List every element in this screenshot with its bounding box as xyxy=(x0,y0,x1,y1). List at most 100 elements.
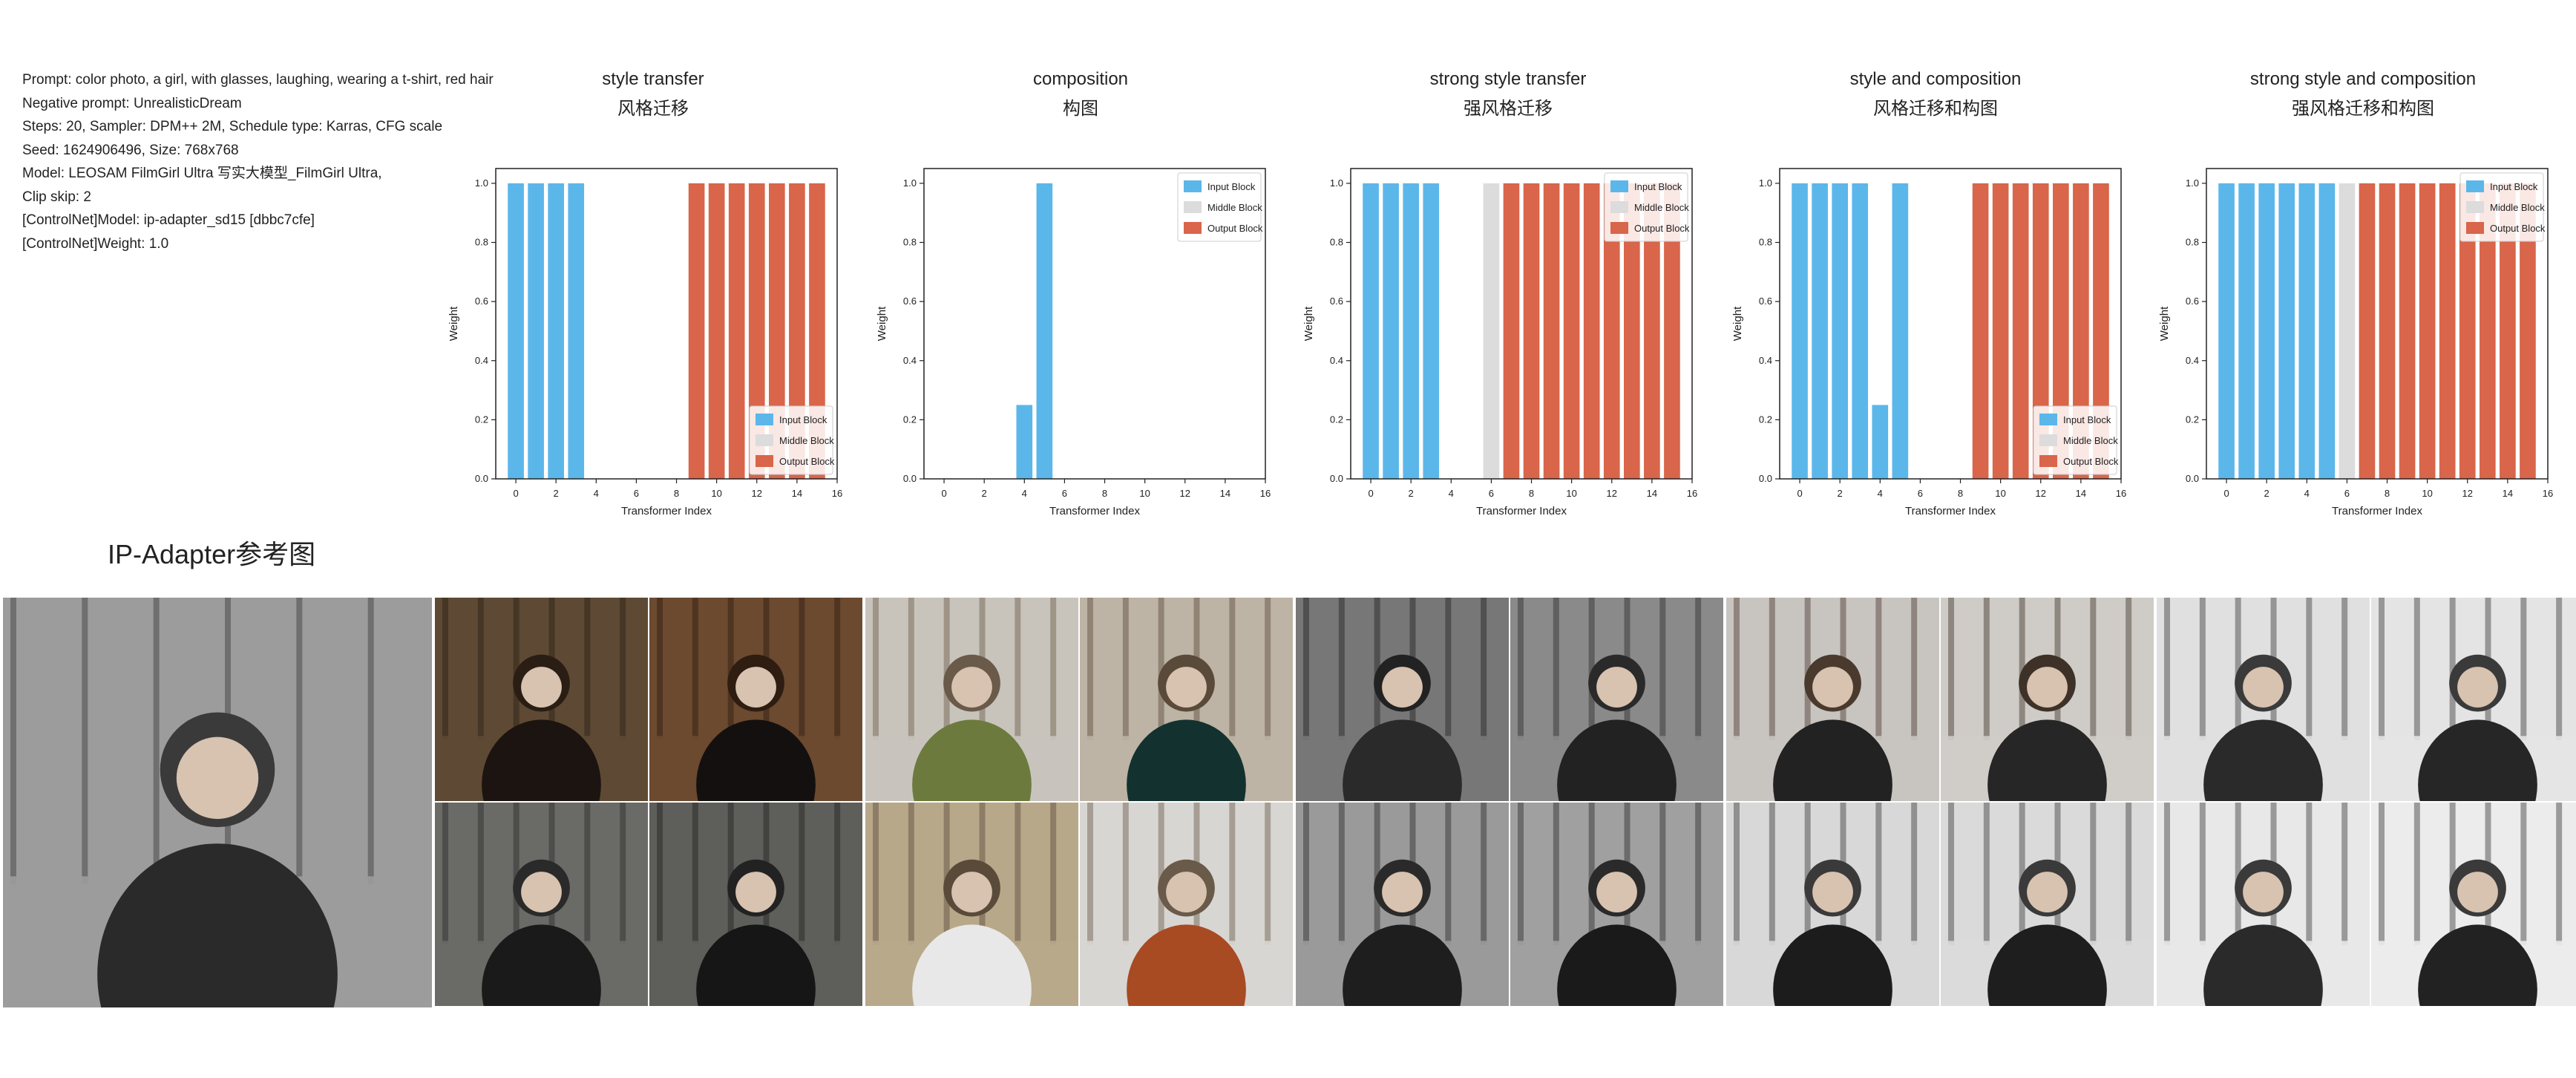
axes-frame xyxy=(495,168,838,480)
controlnet-weight-line: [ControlNet]Weight: 1.0 xyxy=(22,235,169,252)
bar-input-block-0 xyxy=(1792,183,1808,479)
weight-bar-chart-strong-style: 0 2 4 6 8 10 12 14 16 0.0 0.2 0.4 0.6 0.8 1.0 Transform… xyxy=(1302,168,1697,517)
x-tick-label: 10 xyxy=(2422,488,2432,499)
bar-input-block-1 xyxy=(528,183,544,479)
bar-output-block-9 xyxy=(688,183,705,479)
y-tick-label: 0.0 xyxy=(2186,473,2199,484)
legend-swatch xyxy=(1184,201,1202,213)
x-axis-label: Transformer Index xyxy=(2332,505,2422,517)
y-tick-label: 0.2 xyxy=(475,414,488,425)
bar-output-block-11 xyxy=(1583,183,1600,479)
y-axis-label: Weight xyxy=(1302,306,1315,341)
x-axis-label: Transformer Index xyxy=(1049,505,1140,517)
bar-input-block-3 xyxy=(568,183,585,479)
y-axis-label: Weight xyxy=(448,306,460,341)
legend-entry: Input Block xyxy=(1207,181,1256,192)
bar-output-block-10 xyxy=(2419,183,2436,479)
legend-swatch xyxy=(2466,201,2484,213)
x-tick-label: 8 xyxy=(674,488,679,499)
bar-output-block-10 xyxy=(1563,183,1580,479)
x-tick-label: 10 xyxy=(711,488,721,499)
chart-title: composition xyxy=(1032,69,1129,89)
bar-output-block-14 xyxy=(2073,183,2089,479)
y-tick-label: 0.6 xyxy=(1330,295,1343,307)
x-tick-label: 12 xyxy=(2036,488,2046,499)
x-tick-label: 6 xyxy=(634,488,639,499)
legend-entry: Middle Block xyxy=(2490,202,2545,213)
bar-input-block-1 xyxy=(2238,183,2255,479)
generated-photo xyxy=(649,598,862,801)
legend-swatch xyxy=(756,414,773,425)
x-tick-label: 12 xyxy=(1180,488,1190,499)
legend-entry: Output Block xyxy=(1207,223,1263,234)
bar-output-block-8 xyxy=(1523,183,1540,479)
bar-input-block-2 xyxy=(1403,183,1419,479)
generated-photo xyxy=(649,803,862,1006)
y-tick-label: 0.6 xyxy=(2186,295,2199,307)
chart-3-titles: strong style transfer 强风格迁移 xyxy=(1300,67,1716,122)
x-tick-label: 16 xyxy=(1260,488,1271,499)
bar-output-block-14 xyxy=(789,183,805,479)
bar-output-block-7 xyxy=(2359,183,2376,479)
bar-output-block-11 xyxy=(728,183,745,479)
y-tick-label: 0.8 xyxy=(1759,237,1772,248)
generated-photo xyxy=(865,598,1078,801)
x-tick-label: 8 xyxy=(1102,488,1107,499)
x-tick-label: 2 xyxy=(2264,488,2269,499)
y-tick-label: 0.8 xyxy=(2186,237,2199,248)
generated-photo xyxy=(1510,803,1723,1006)
generated-photo xyxy=(2371,598,2576,801)
generated-photo xyxy=(2371,803,2576,1006)
negative-prompt-line: Negative prompt: UnrealisticDream xyxy=(22,95,242,111)
steps-line: Steps: 20, Sampler: DPM++ 2M, Schedule t… xyxy=(22,119,443,134)
bar-output-block-14 xyxy=(2500,183,2516,479)
legend-entry: Output Block xyxy=(2490,223,2546,234)
x-tick-label: 10 xyxy=(1566,488,1576,499)
x-tick-label: 6 xyxy=(2344,488,2350,499)
axes-frame xyxy=(2206,168,2549,480)
bar-output-block-12 xyxy=(2459,183,2476,479)
x-tick-label: 14 xyxy=(792,488,802,499)
generated-photo xyxy=(435,803,648,1006)
y-tick-label: 0.6 xyxy=(903,295,917,307)
bar-input-block-5 xyxy=(2318,183,2336,479)
y-tick-label: 0.2 xyxy=(903,414,917,425)
chart-subtitle: 强风格迁移和构图 xyxy=(2292,99,2434,119)
legend-entry: Middle Block xyxy=(1634,202,1689,213)
x-tick-label: 8 xyxy=(1529,488,1534,499)
legend-swatch xyxy=(2466,222,2484,234)
bar-output-block-7 xyxy=(1503,183,1520,479)
y-tick-label: 0.2 xyxy=(1759,414,1772,425)
legend-swatch xyxy=(756,455,773,467)
bar-input-block-3 xyxy=(1852,183,1869,479)
y-tick-label: 0.2 xyxy=(1330,414,1343,425)
chart-5-titles: strong style and composition 强风格迁移和构图 xyxy=(2155,67,2571,122)
generated-photo xyxy=(1296,803,1509,1006)
x-tick-label: 8 xyxy=(2385,488,2390,499)
generated-photo xyxy=(1510,598,1723,801)
bar-output-block-12 xyxy=(748,183,765,479)
reference-photo xyxy=(3,598,432,1007)
x-tick-label: 14 xyxy=(2503,488,2513,499)
y-tick-label: 0.4 xyxy=(903,355,917,366)
bar-input-block-2 xyxy=(548,183,564,479)
bar-output-block-15 xyxy=(1664,183,1680,479)
controlnet-model-line: [ControlNet]Model: ip-adapter_sd15 [dbbc… xyxy=(22,212,315,228)
legend-swatch xyxy=(1610,201,1628,213)
x-tick-label: 8 xyxy=(1958,488,1963,499)
bar-output-block-10 xyxy=(1992,183,2009,479)
legend-swatch xyxy=(756,434,773,446)
bar-input-block-0 xyxy=(508,183,524,479)
legend-entry: Output Block xyxy=(779,456,835,467)
bar-input-block-1 xyxy=(1383,183,1399,479)
x-axis-label: Transformer Index xyxy=(1476,505,1567,517)
legend-swatch xyxy=(1610,222,1628,234)
generated-photo xyxy=(865,803,1078,1006)
x-tick-label: 16 xyxy=(2543,488,2553,499)
x-tick-label: 6 xyxy=(1489,488,1494,499)
legend-entry: Output Block xyxy=(1634,223,1690,234)
generated-photo xyxy=(1080,803,1293,1006)
x-tick-label: 2 xyxy=(982,488,987,499)
generation-parameters: Prompt: color photo, a girl, with glasse… xyxy=(22,68,534,255)
seed-line: Seed: 1624906496, Size: 768x768 xyxy=(22,142,239,158)
